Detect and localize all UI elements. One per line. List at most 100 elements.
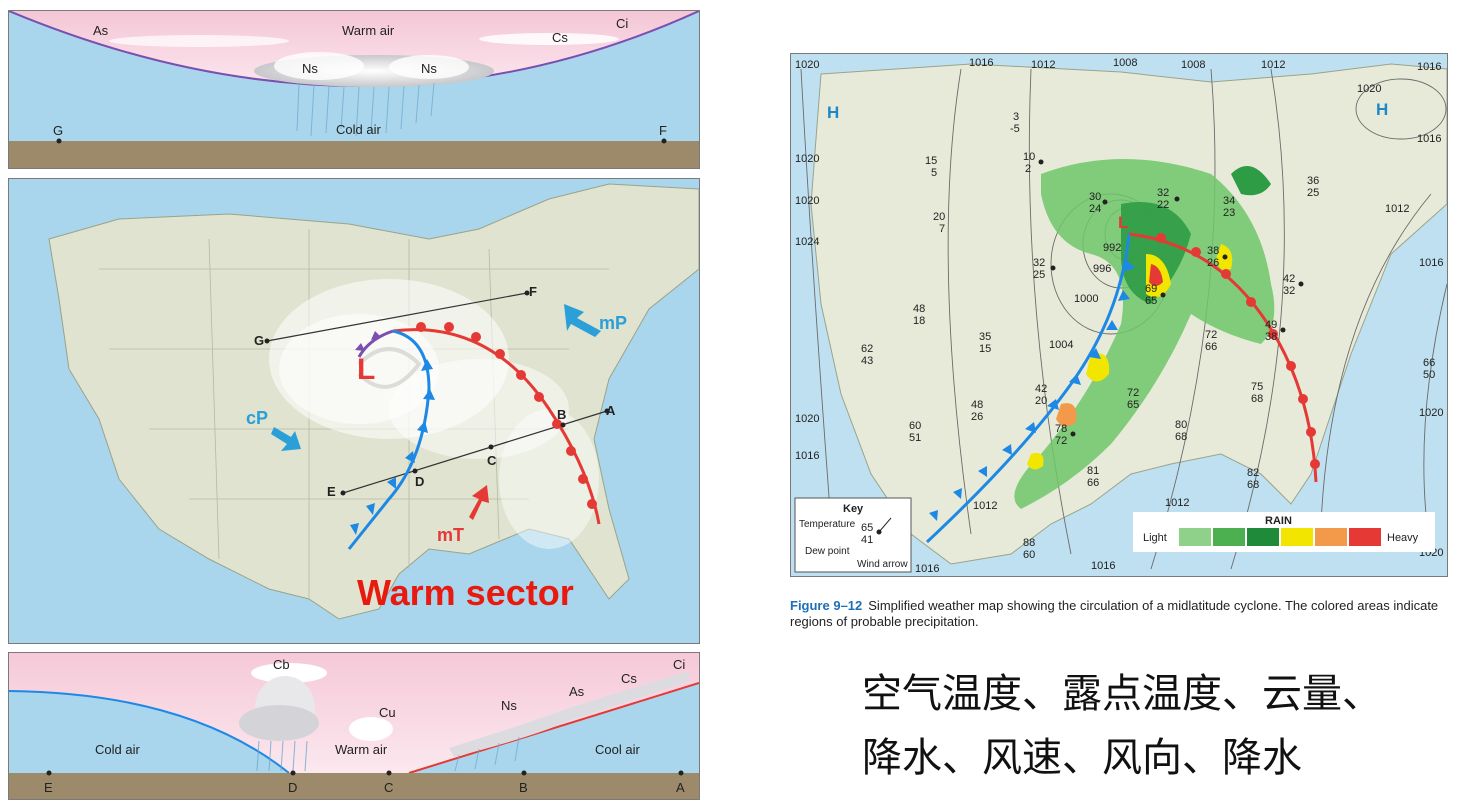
map-label-b: B (557, 407, 566, 422)
svg-text:26: 26 (1207, 257, 1219, 269)
label-cs: Cs (621, 671, 637, 686)
key-dew-value: 41 (861, 534, 873, 546)
svg-text:1016: 1016 (795, 450, 819, 462)
svg-text:15: 15 (979, 343, 991, 355)
svg-text:1000: 1000 (1074, 293, 1098, 305)
high-pressure-east: H (1376, 100, 1388, 119)
label-cool-air: Cool air (595, 742, 640, 757)
bottom-point-markers (46, 770, 684, 776)
ns-rain (454, 736, 520, 772)
svg-text:26: 26 (971, 411, 983, 423)
map-label-d: D (415, 474, 424, 489)
precipitation-areas (1014, 159, 1275, 509)
cirrostratus-cloud (479, 33, 619, 45)
rain-swatch (1281, 528, 1313, 546)
svg-text:1012: 1012 (973, 500, 997, 512)
label-ns-left: Ns (302, 61, 318, 76)
bottom-cross-section-svg: Cb Cu Ns As Cs Ci Cold air Warm air Cool… (9, 653, 699, 799)
svg-text:1016: 1016 (1091, 560, 1115, 572)
cb-rain (256, 740, 308, 772)
air-mass-mp: mP (599, 313, 627, 333)
svg-text:20: 20 (1035, 395, 1047, 407)
warm-front (392, 328, 601, 525)
svg-text:68: 68 (1175, 431, 1187, 443)
label-cold-air: Cold air (95, 742, 140, 757)
label-cold-air: Cold air (336, 122, 381, 137)
rain-legend-title: RAIN (1265, 515, 1292, 527)
cold-front-triangles (929, 260, 1135, 521)
svg-text:68: 68 (1247, 479, 1259, 491)
rain-legend-light: Light (1143, 532, 1167, 544)
warm-air-wedge (9, 11, 699, 86)
svg-text:996: 996 (1093, 263, 1111, 275)
svg-text:48: 48 (913, 303, 925, 315)
svg-text:1020: 1020 (795, 153, 819, 165)
cloud-puff (389, 55, 469, 79)
svg-text:3: 3 (1013, 111, 1019, 123)
svg-text:75: 75 (1251, 381, 1263, 393)
svg-text:1020: 1020 (1357, 83, 1381, 95)
low-pressure-symbol: L (357, 353, 375, 386)
rain-swatch (1315, 528, 1347, 546)
point-f-marker (661, 138, 667, 144)
label-cu: Cu (379, 705, 396, 720)
svg-text:43: 43 (861, 355, 873, 367)
cold-front (347, 329, 431, 550)
label-ci: Ci (673, 657, 685, 672)
rain-legend: RAIN Light Heavy (1133, 512, 1435, 552)
stratiform-cloud-band (449, 671, 689, 757)
svg-text:1020: 1020 (1419, 407, 1443, 419)
svg-text:60: 60 (1023, 549, 1035, 561)
svg-text:1020: 1020 (795, 413, 819, 425)
svg-text:25: 25 (1033, 269, 1045, 281)
label-point-a: A (676, 780, 685, 795)
label-as: As (569, 684, 585, 699)
occluded-front-symbols (355, 331, 381, 351)
station-model: 3-5 (1010, 111, 1020, 135)
weather-map-svg: H H L 1020 1016 1012 1008 1008 1012 1016… (791, 54, 1447, 576)
air-mass-cp: cP (246, 408, 268, 428)
svg-text:23: 23 (1223, 207, 1235, 219)
rain-legend-heavy: Heavy (1387, 532, 1419, 544)
svg-text:24: 24 (1089, 203, 1101, 215)
svg-text:15: 15 (925, 155, 937, 167)
cumulus-cloud (349, 717, 393, 741)
svg-text:38: 38 (1207, 245, 1219, 257)
svg-text:30: 30 (1089, 191, 1101, 203)
svg-text:81: 81 (1087, 465, 1099, 477)
svg-text:34: 34 (1223, 195, 1235, 207)
label-point-g: G (53, 123, 63, 138)
key-dew-point: Dew point (805, 546, 850, 557)
label-warm-air: Warm air (342, 23, 395, 38)
svg-text:25: 25 (1307, 187, 1319, 199)
label-ns-right: Ns (421, 61, 437, 76)
svg-text:65: 65 (1145, 295, 1157, 307)
label-point-d: D (288, 780, 297, 795)
rain-swatch (1247, 528, 1279, 546)
svg-text:72: 72 (1055, 435, 1067, 447)
observation-notes: 空气温度、露点温度、云量、 降水、风速、风向、降水 (862, 662, 1462, 790)
key-wind-arrow: Wind arrow (857, 559, 908, 570)
key-temperature: Temperature (799, 519, 856, 530)
label-ci: Ci (616, 16, 628, 31)
warm-front-semicircles (1156, 233, 1320, 469)
svg-text:35: 35 (979, 331, 991, 343)
svg-text:88: 88 (1023, 537, 1035, 549)
svg-text:49: 49 (1265, 319, 1277, 331)
svg-text:1016: 1016 (969, 57, 993, 69)
svg-text:1012: 1012 (1385, 203, 1409, 215)
